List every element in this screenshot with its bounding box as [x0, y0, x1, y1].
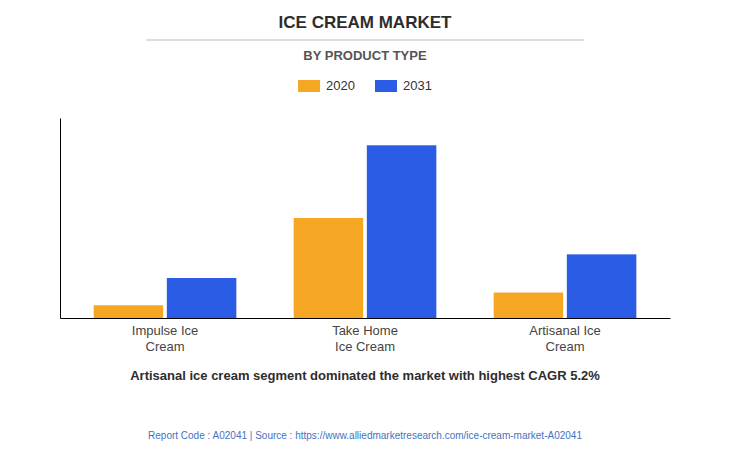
plot: Impulse IceCreamTake HomeIce CreamArtisa… [61, 119, 671, 355]
x-tick: Take HomeIce Cream [332, 318, 398, 354]
x-tick: Impulse IceCream [132, 318, 198, 354]
x-tick-label: Take HomeIce Cream [332, 323, 398, 354]
bar [94, 305, 164, 318]
x-tick-label: Impulse IceCream [132, 323, 198, 354]
x-axis-line [61, 318, 671, 319]
chart-container: ICE CREAM MARKET BY PRODUCT TYPE Impulse I… [0, 0, 730, 453]
legend-swatch [298, 80, 320, 92]
x-tick-label: Artisanal IceCream [529, 323, 601, 354]
bar [294, 218, 364, 318]
chart-svg: ICE CREAM MARKET BY PRODUCT TYPE Impulse I… [0, 0, 730, 453]
legend: 2020 2031 [298, 78, 432, 93]
bar [494, 293, 564, 318]
subtitle: BY PRODUCT TYPE [303, 48, 427, 63]
title: ICE CREAM MARKET [279, 13, 452, 32]
x-tick-label-line: Artisanal Ice [529, 323, 601, 338]
x-tick-label-line: Take Home [332, 323, 398, 338]
y-axis [60, 119, 61, 319]
bar [367, 145, 437, 318]
annotation: Artisanal ice cream segment dominated th… [130, 368, 600, 383]
x-tick-label-line: Impulse Ice [132, 323, 198, 338]
x-tick-label-line: Ice Cream [335, 339, 395, 354]
bars [94, 145, 637, 318]
legend-item: 2020 [298, 78, 355, 93]
bar-series [94, 218, 564, 318]
x-tick: Artisanal IceCream [529, 318, 601, 354]
title-rule [146, 40, 584, 41]
legend-label: 2020 [326, 78, 355, 93]
bar-series [167, 145, 637, 318]
y-axis-line [60, 119, 61, 319]
bar [167, 278, 237, 318]
legend-label: 2031 [403, 78, 432, 93]
footer: Report Code : A02041 | Source : https://… [148, 430, 582, 441]
legend-item: 2031 [375, 78, 432, 93]
legend-swatch [375, 80, 397, 92]
x-axis: Impulse IceCreamTake HomeIce CreamArtisa… [61, 318, 671, 354]
bar [567, 254, 637, 318]
x-tick-label-line: Cream [545, 339, 584, 354]
x-tick-label-line: Cream [145, 339, 184, 354]
